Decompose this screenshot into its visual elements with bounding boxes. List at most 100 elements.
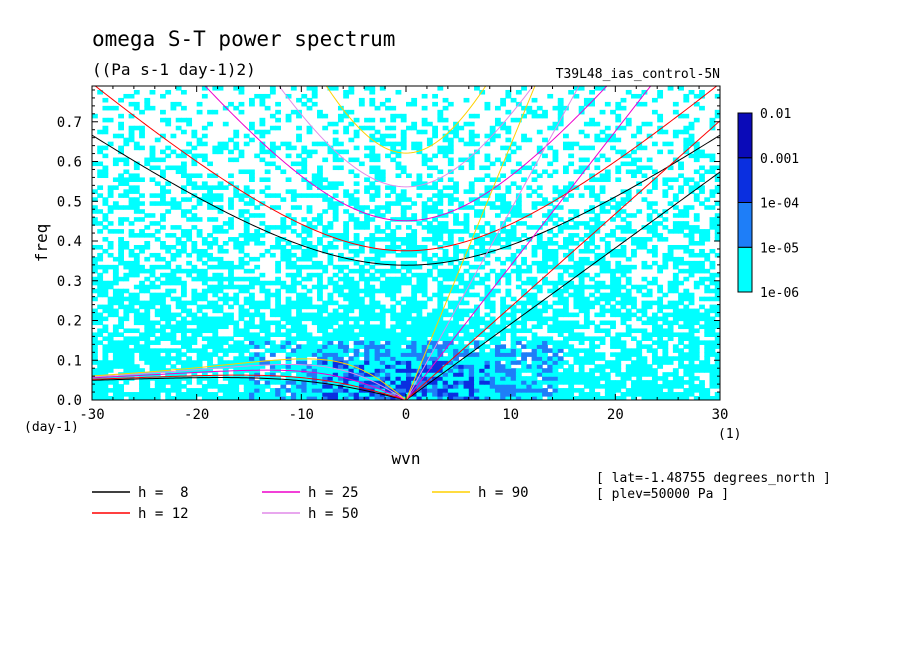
heatmap-cell	[636, 372, 643, 377]
heatmap-cell	[249, 384, 255, 389]
heatmap-cell	[149, 157, 156, 163]
heatmap-cell	[275, 344, 281, 349]
heatmap-cell	[259, 241, 266, 246]
heatmap-cell	[521, 165, 527, 171]
heatmap-cell	[275, 392, 281, 397]
heatmap-cell	[693, 312, 700, 318]
heatmap-cell	[254, 129, 261, 135]
dispersion-curve-h90	[405, 86, 536, 400]
heatmap-cell	[175, 86, 182, 91]
heatmap-cell	[353, 233, 360, 238]
heatmap-cell	[468, 137, 475, 143]
heatmap-cell	[217, 304, 224, 310]
heatmap-cell	[306, 364, 313, 369]
heatmap-cell	[222, 324, 229, 330]
heatmap-cell	[327, 340, 334, 345]
heatmap-cell	[416, 372, 423, 377]
heatmap-cell	[693, 376, 700, 381]
heatmap-cell	[468, 356, 475, 361]
heatmap-cell	[322, 141, 329, 147]
heatmap-cell	[568, 161, 575, 167]
heatmap-cell	[573, 332, 580, 337]
heatmap-cell	[275, 225, 281, 230]
heatmap-cell	[636, 101, 643, 107]
heatmap-cell	[390, 316, 397, 322]
heatmap-cell	[243, 237, 250, 242]
heatmap-cell	[322, 316, 329, 322]
heatmap-cell	[390, 229, 397, 234]
heatmap-cell	[311, 248, 318, 254]
heatmap-cell	[196, 324, 203, 330]
heatmap-cell	[301, 157, 308, 163]
heatmap-cell	[92, 372, 98, 377]
heatmap-cell	[207, 300, 213, 306]
heatmap-cell	[301, 352, 308, 357]
heatmap-cell	[290, 376, 297, 381]
heatmap-cell	[552, 280, 559, 286]
heatmap-cell	[144, 288, 151, 294]
heatmap-cell	[447, 161, 454, 167]
heatmap-cell	[568, 372, 575, 377]
heatmap-cell	[369, 101, 376, 107]
heatmap-cell	[238, 356, 245, 361]
heatmap-cell	[657, 356, 664, 361]
heatmap-cell	[123, 189, 130, 194]
heatmap-cell	[275, 312, 281, 318]
heatmap-cell	[196, 137, 203, 143]
heatmap-cell	[489, 292, 496, 298]
heatmap-cell	[337, 113, 344, 119]
heatmap-cell	[343, 264, 350, 270]
heatmap-cell	[662, 340, 669, 345]
heatmap-cell	[625, 280, 632, 286]
heatmap-cell	[568, 225, 575, 230]
heatmap-cell	[290, 352, 297, 357]
heatmap-cell	[322, 244, 329, 250]
heatmap-cell	[154, 356, 161, 361]
heatmap-cell	[264, 169, 271, 175]
heatmap-cell	[228, 260, 234, 266]
heatmap-cell	[160, 316, 166, 322]
heatmap-cell	[290, 145, 297, 151]
heatmap-cell	[463, 292, 470, 298]
heatmap-cell	[170, 244, 177, 250]
heatmap-cell	[374, 268, 381, 274]
heatmap-cell	[578, 380, 585, 385]
heatmap-cell	[269, 205, 276, 210]
heatmap-cell	[594, 165, 601, 171]
heatmap-cell	[526, 165, 533, 171]
heatmap-cell	[411, 288, 418, 294]
heatmap-cell	[311, 225, 318, 230]
heatmap-cell	[573, 225, 580, 230]
heatmap-cell	[254, 237, 261, 242]
heatmap-cell	[238, 344, 245, 349]
heatmap-cell	[390, 276, 397, 282]
heatmap-cell	[714, 229, 720, 234]
heatmap-cell	[317, 280, 323, 286]
heatmap-cell	[683, 248, 690, 254]
heatmap-cell	[123, 288, 130, 294]
heatmap-cell	[217, 244, 224, 250]
heatmap-cell	[578, 296, 585, 302]
heatmap-cell	[369, 209, 376, 214]
heatmap-cell	[217, 225, 224, 230]
heatmap-cell	[547, 280, 554, 286]
heatmap-cell	[364, 125, 370, 131]
heatmap-cell	[306, 344, 313, 349]
heatmap-cell	[301, 248, 308, 254]
heatmap-cell	[458, 384, 465, 389]
heatmap-cell	[160, 213, 166, 218]
heatmap-cell	[406, 237, 412, 242]
heatmap-cell	[275, 292, 281, 298]
heatmap-cell	[301, 316, 308, 322]
heatmap-cell	[662, 376, 669, 381]
heatmap-cell	[238, 352, 245, 357]
heatmap-cell	[657, 384, 664, 389]
heatmap-cell	[453, 300, 459, 306]
heatmap-cell	[625, 221, 632, 226]
heatmap-cell	[426, 137, 433, 143]
heatmap-cell	[447, 384, 454, 389]
heatmap-cell	[432, 340, 438, 345]
heatmap-cell	[610, 304, 616, 310]
heatmap-cell	[568, 153, 575, 159]
heatmap-cell	[217, 356, 224, 361]
